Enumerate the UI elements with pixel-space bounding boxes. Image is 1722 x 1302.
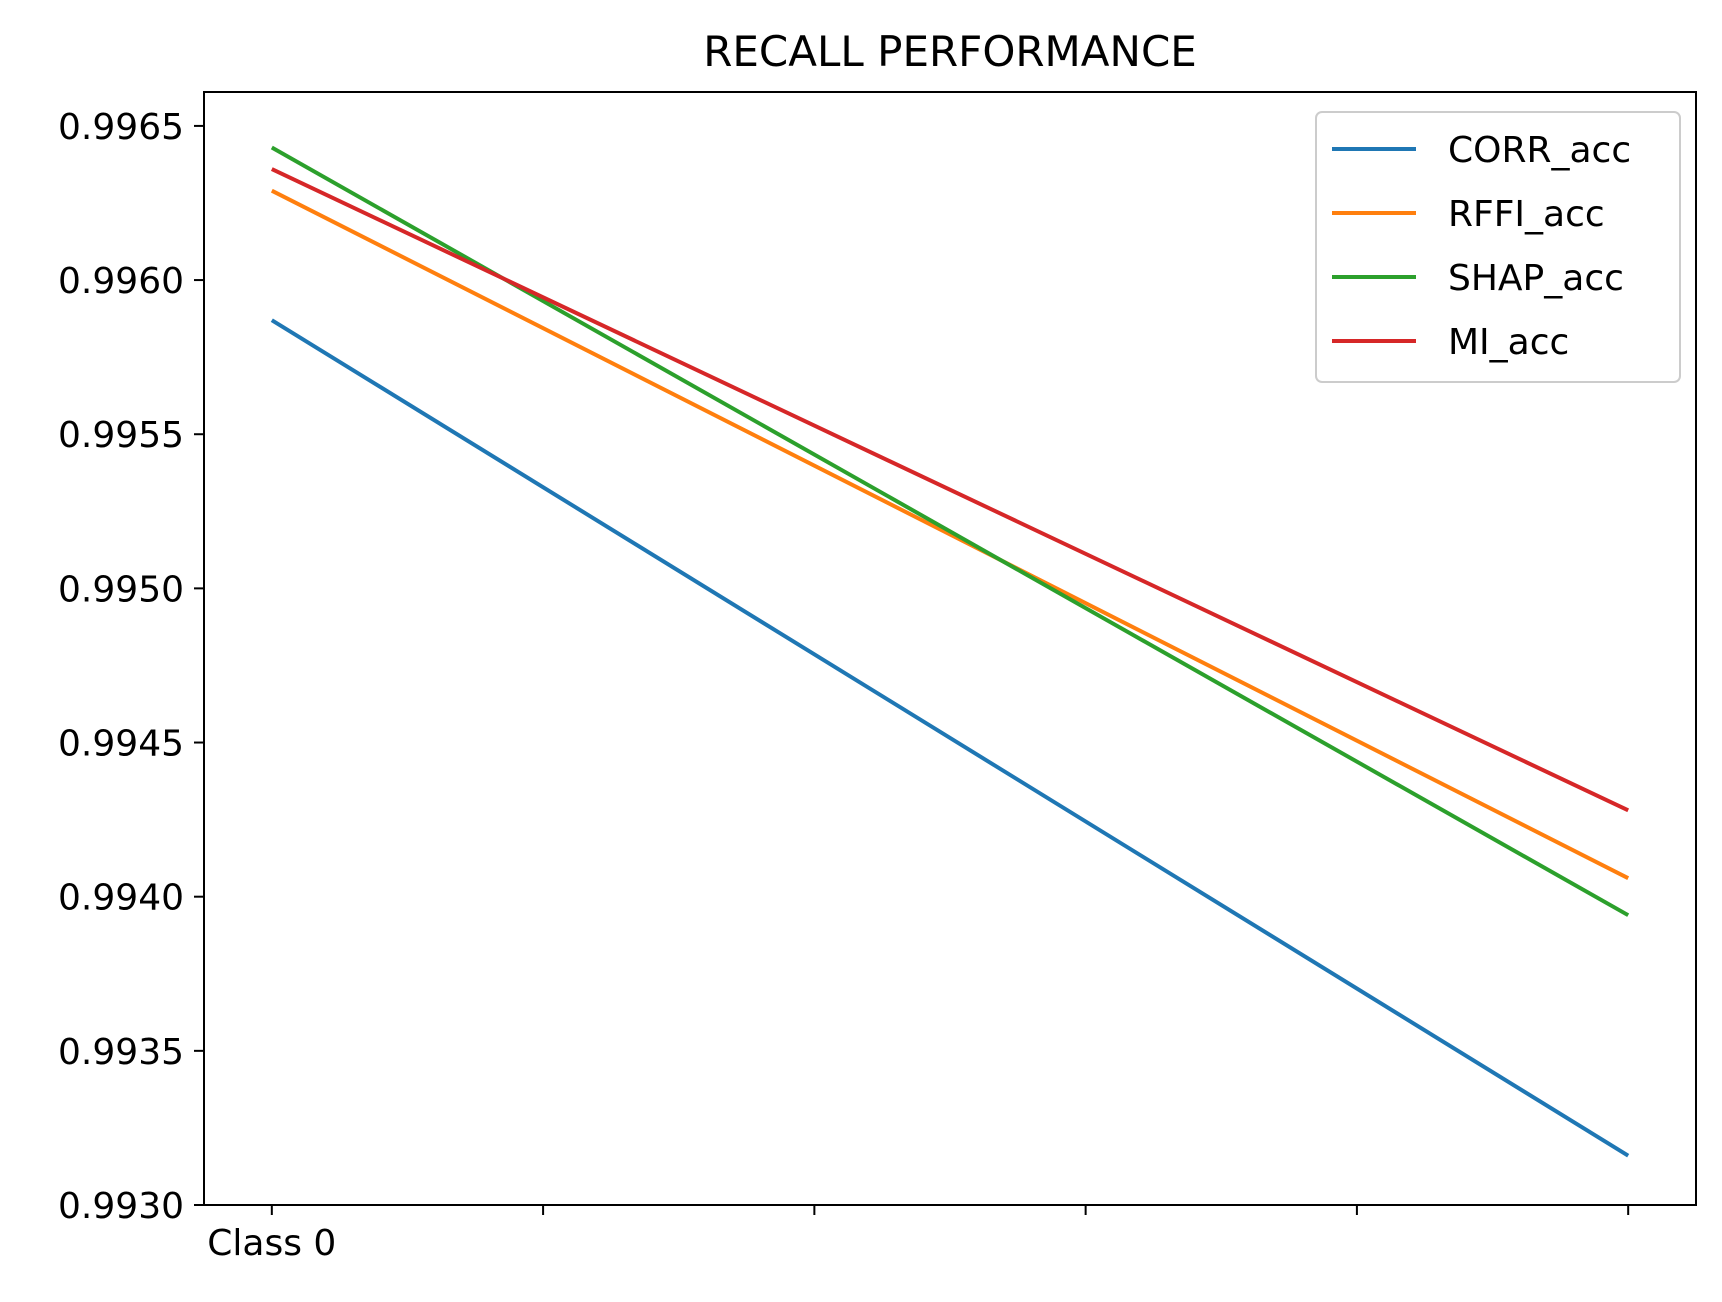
legend-label: SHAP_acc xyxy=(1448,258,1624,299)
x-tick-label: Class 0 xyxy=(207,1223,336,1264)
y-tick-label: 0.9940 xyxy=(58,878,184,919)
axes-frame xyxy=(203,91,1697,1206)
plot-area xyxy=(270,145,1630,1158)
y-tick-label: 0.9930 xyxy=(58,1186,184,1227)
y-tick-label: 0.9945 xyxy=(58,724,184,765)
y-tick-label: 0.9965 xyxy=(58,107,184,148)
y-tick-label: 0.9960 xyxy=(58,261,184,302)
y-tick-label: 0.9955 xyxy=(58,415,184,456)
y-tick-label: 0.9935 xyxy=(58,1032,184,1073)
axes: 0.9930 0.9935 0.9940 0.9945 0.9950 0.9955 0.99… xyxy=(58,91,1697,1264)
y-tick-label: 0.9950 xyxy=(58,569,184,610)
legend-label: MI_acc xyxy=(1448,322,1569,363)
legend-frame xyxy=(1315,111,1681,383)
legend-label: CORR_acc xyxy=(1448,130,1631,171)
series-line-mi-acc xyxy=(270,167,1630,813)
series-line-rffi-acc xyxy=(270,188,1630,880)
series-line-corr-acc xyxy=(270,318,1630,1158)
legend: CORR_acc RFFI_acc SHAP_acc MI_acc xyxy=(1315,111,1681,383)
legend-label: RFFI_acc xyxy=(1448,194,1605,235)
chart-title: RECALL PERFORMANCE xyxy=(703,27,1197,76)
